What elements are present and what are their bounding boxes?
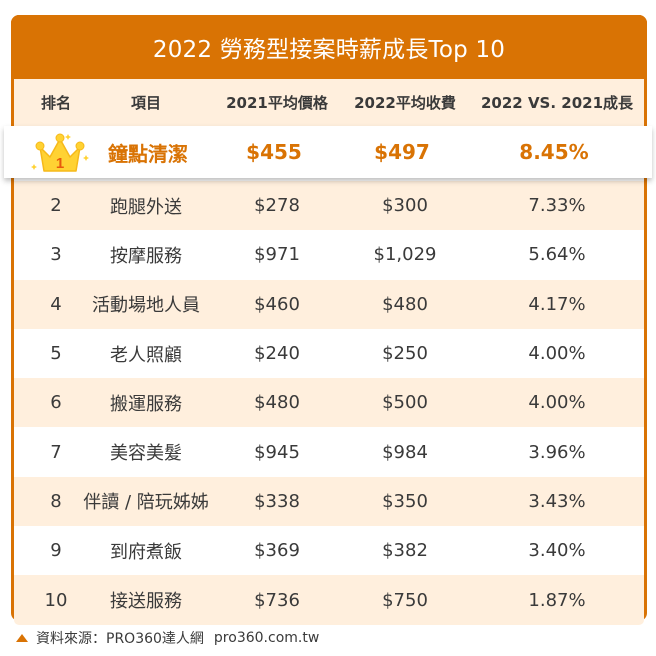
price-2021-cell: $369 — [254, 540, 300, 562]
price-2022-cell: $497 — [374, 140, 430, 164]
rank-cell: 3 — [50, 244, 62, 266]
column-header-item: 項目 — [130, 94, 161, 112]
rank-cell: 6 — [50, 392, 62, 414]
table-row: 6 搬運服務 $480 $500 4.00% — [14, 378, 644, 428]
item-cell: 到府煮飯 — [110, 541, 182, 563]
growth-cell: 5.64% — [528, 244, 586, 266]
growth-cell: 4.17% — [528, 293, 586, 315]
item-cell: 老人照顧 — [110, 344, 182, 366]
page-title: 2022 勞務型接案時薪成長Top 10 — [152, 37, 506, 63]
price-2022-cell: $500 — [382, 392, 428, 414]
column-header-price-2022: 2022平均收費 — [354, 94, 456, 112]
crown-icon: 1 — [31, 133, 89, 172]
source-footer: 資料來源：PRO360達人網 pro360.com.tw — [16, 628, 319, 648]
price-2021-cell: $278 — [254, 195, 300, 217]
item-cell: 搬運服務 — [110, 393, 182, 415]
table-row: 10 接送服務 $736 $750 1.87% — [14, 575, 644, 625]
item-cell: 按摩服務 — [110, 245, 182, 267]
column-header-growth: 2022 VS. 2021成長 — [480, 94, 634, 112]
item-cell: 美容美髮 — [110, 443, 182, 465]
price-2022-cell: $984 — [382, 441, 428, 463]
table-row: 7 美容美髮 $945 $984 3.96% — [14, 427, 644, 477]
rank-cell: 5 — [50, 343, 62, 365]
price-2022-cell: $480 — [382, 293, 428, 315]
price-2022-cell: $382 — [382, 540, 428, 562]
item-cell: 跑腿外送 — [110, 196, 182, 218]
growth-cell: 3.43% — [528, 490, 586, 512]
growth-cell: 8.45% — [519, 140, 589, 164]
price-2021-cell: $945 — [254, 441, 300, 463]
price-2021-cell: $460 — [254, 293, 300, 315]
price-2022-cell: $350 — [382, 490, 428, 512]
source-url: pro360.com.tw — [213, 630, 320, 646]
price-2021-cell: $455 — [246, 140, 302, 164]
rank-cell: 7 — [50, 441, 62, 463]
growth-cell: 3.40% — [528, 540, 586, 562]
growth-cell: 1.87% — [528, 589, 586, 611]
price-2021-cell: $240 — [254, 343, 300, 365]
rank-cell: 8 — [50, 490, 62, 512]
rank-cell: 2 — [50, 195, 62, 217]
table-body: 2 跑腿外送 $278 $300 7.33% 3 按摩服務 $971 $1,02… — [14, 181, 644, 625]
rank-cell: 10 — [44, 589, 68, 611]
svg-text:1: 1 — [56, 155, 64, 172]
price-2022-cell: $300 — [382, 195, 428, 217]
price-2021-cell: $338 — [254, 490, 300, 512]
price-2022-cell: $1,029 — [373, 244, 437, 266]
column-header-price-2021: 2021平均價格 — [226, 94, 328, 112]
column-header-rank: 排名 — [40, 94, 71, 112]
price-2021-cell: $971 — [254, 244, 300, 266]
table-row: 3 按摩服務 $971 $1,029 5.64% — [14, 230, 644, 280]
growth-cell: 7.33% — [528, 195, 586, 217]
card-header: 2022 勞務型接案時薪成長Top 10 — [11, 15, 647, 79]
growth-cell: 4.00% — [528, 343, 586, 365]
item-cell: 鐘點清潔 — [108, 141, 188, 166]
column-header-row: 排名 項目 2021平均價格 2022平均收費 2022 VS. 2021成長 — [14, 79, 644, 126]
top-ranked-row: 1 鐘點清潔 $455 $497 8.45% — [4, 126, 652, 178]
item-cell: 接送服務 — [110, 591, 182, 613]
growth-cell: 4.00% — [528, 392, 586, 414]
rank-cell: 9 — [50, 540, 62, 562]
price-2021-cell: $736 — [254, 589, 300, 611]
table-row: 9 到府煮飯 $369 $382 3.40% — [14, 526, 644, 576]
table-row: 4 活動場地人員 $460 $480 4.17% — [14, 279, 644, 329]
price-2022-cell: $250 — [382, 343, 428, 365]
triangle-icon — [16, 634, 28, 642]
growth-cell: 3.96% — [528, 441, 586, 463]
table-row: 2 跑腿外送 $278 $300 7.33% — [14, 181, 644, 231]
source-label: 資料來源：PRO360達人網 — [36, 631, 204, 647]
price-2021-cell: $480 — [254, 392, 300, 414]
table-row: 5 老人照顧 $240 $250 4.00% — [14, 328, 644, 379]
ranking-card: 2022 勞務型接案時薪成長Top 10 排名 項目 2021平均價格 2022… — [11, 15, 647, 625]
rank-cell: 4 — [50, 293, 62, 315]
price-2022-cell: $750 — [382, 589, 428, 611]
item-cell: 伴讀 / 陪玩姊姊 — [83, 492, 209, 514]
table-row: 8 伴讀 / 陪玩姊姊 $338 $350 3.43% — [14, 476, 644, 527]
item-cell: 活動場地人員 — [92, 295, 200, 317]
